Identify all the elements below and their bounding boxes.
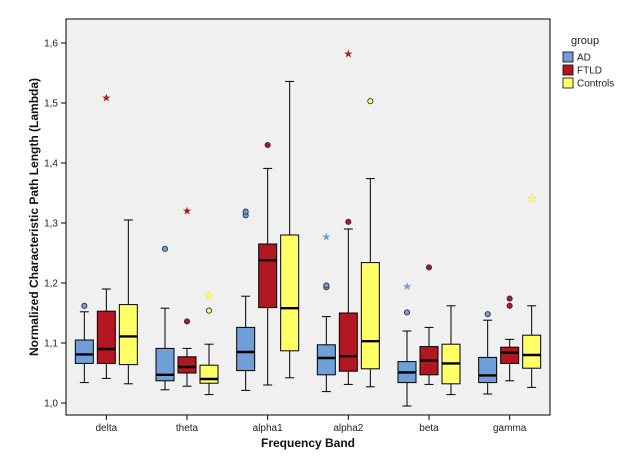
x-axis: delta theta alpha1 alpha2 beta gamma <box>95 415 527 434</box>
extreme-outlier-star: ★ <box>321 230 331 243</box>
y-axis-title: Normalized Characteristic Path Length (L… <box>27 78 41 356</box>
x-tick-label: alpha1 <box>253 423 283 434</box>
box <box>360 262 380 370</box>
box-ad-theta <box>155 245 175 391</box>
extreme-outlier-star: ★ <box>101 92 111 105</box>
x-tick-label: alpha2 <box>333 423 363 434</box>
box <box>155 347 175 382</box>
extreme-outlier-star: ★ <box>402 280 412 293</box>
outlier-point <box>367 98 374 105</box>
box <box>74 339 94 364</box>
box-ad-delta <box>74 302 94 384</box>
box <box>96 310 116 364</box>
box <box>316 344 336 376</box>
extreme-outlier-star: ★ <box>527 192 537 205</box>
box <box>522 334 542 369</box>
y-tick-label: 1,6 <box>44 39 58 50</box>
outlier-point <box>323 282 330 289</box>
box-ftld-theta: ★ <box>177 205 197 387</box>
box-ftld-alpha1 <box>258 141 278 386</box>
box-controls-gamma: ★ <box>522 192 542 388</box>
x-axis-title: Frequency Band <box>261 436 355 450</box>
box <box>177 356 197 374</box>
box <box>280 234 300 352</box>
y-tick-label: 1,3 <box>44 219 58 230</box>
y-tick-label: 1,2 <box>44 279 58 290</box>
box-ad-gamma <box>478 311 498 395</box>
box <box>236 326 256 372</box>
outlier-point <box>403 309 411 316</box>
x-tick-label: beta <box>419 423 439 434</box>
outlier-point <box>484 311 491 318</box>
legend: group AD FTLD Controls <box>562 35 614 90</box>
outlier-point <box>242 208 249 215</box>
outlier-point <box>205 307 213 314</box>
y-tick-label: 1,0 <box>44 399 58 410</box>
box <box>258 243 278 309</box>
y-tick-label: 1,4 <box>44 159 58 170</box>
box-controls-beta <box>441 305 461 396</box>
box <box>500 346 520 364</box>
outlier-point <box>183 318 191 325</box>
outlier-point <box>264 141 271 149</box>
legend-swatch <box>562 51 574 63</box>
legend-label: AD <box>577 53 591 64</box>
box-ftld-alpha2: ★ <box>338 47 358 385</box>
y-tick-label: 1,5 <box>44 99 58 110</box>
x-tick-label: delta <box>95 423 117 434</box>
outlier-point <box>506 295 513 302</box>
box-ftld-delta: ★ <box>96 92 116 379</box>
outlier-point <box>506 302 513 309</box>
legend-label: Controls <box>577 79 614 90</box>
box-ad-alpha2: ★ <box>316 230 336 393</box>
y-tick-label: 1,1 <box>44 339 58 350</box>
x-tick-label: theta <box>176 423 199 434</box>
outlier-point <box>425 264 433 271</box>
outlier-point <box>161 245 169 252</box>
legend-swatch <box>562 64 574 76</box>
legend-title: group <box>571 35 599 47</box>
box-groups: ★ ★ ★ ★ ★ ★ ★ <box>74 47 542 407</box>
outlier-point <box>345 218 352 225</box>
box-controls-alpha1 <box>280 80 300 379</box>
box-ad-beta: ★ <box>397 280 417 407</box>
box-controls-delta <box>118 219 138 385</box>
extreme-outlier-star: ★ <box>204 290 214 303</box>
legend-swatch <box>562 77 574 89</box>
box-ftld-beta <box>419 264 439 385</box>
box-ftld-gamma <box>500 295 520 382</box>
box-controls-alpha2 <box>360 98 380 388</box>
box-controls-theta: ★ <box>199 290 219 396</box>
box <box>199 364 219 384</box>
box <box>478 356 498 384</box>
plot-area <box>65 18 551 416</box>
x-tick-label: gamma <box>493 423 527 434</box>
y-axis: 1,0 1,1 1,2 1,3 1,4 1,5 1,6 <box>44 39 66 410</box>
box <box>118 304 138 366</box>
legend-label: FTLD <box>577 66 602 77</box>
box-ad-alpha1 <box>236 208 256 391</box>
outlier-point <box>81 302 88 309</box>
extreme-outlier-star: ★ <box>343 47 353 60</box>
box <box>338 312 358 372</box>
extreme-outlier-star: ★ <box>182 205 192 218</box>
